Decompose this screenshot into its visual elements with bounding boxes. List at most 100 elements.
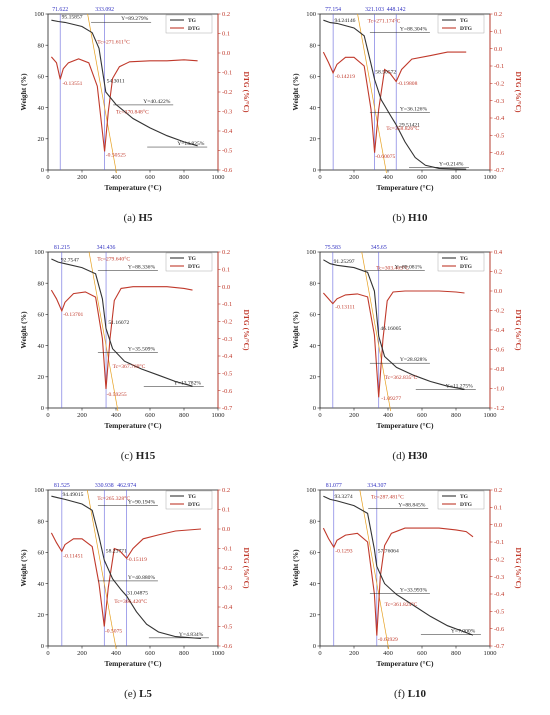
x-axis-label: Temperature (°C): [105, 183, 162, 192]
annotation-label: Y=14.825%: [177, 141, 205, 147]
x-tick-label: 1000: [212, 174, 225, 181]
annotation-label: -0.50525: [106, 152, 126, 158]
dtg-curve: [50, 56, 198, 152]
y2-tick-label: 0.0: [494, 522, 502, 529]
annotation-label: Tc=358.826°C: [386, 125, 419, 132]
caption-name: H15: [135, 450, 156, 462]
y2-tick-label: -0.7: [222, 405, 233, 412]
x-tick-label: 0: [318, 650, 321, 657]
legend-label-dtg: DTG: [188, 502, 201, 508]
annotation-label: -0.19808: [397, 81, 417, 87]
annotation-label: -0.11451: [63, 553, 83, 559]
x-axis-label: Temperature (°C): [105, 659, 162, 668]
annotation-label: 58.50572: [375, 69, 396, 75]
chart-e: 0 200 400 600 800 1000 0 20 40 60 80 100 -0.6 -0.5 -0.…: [19, 483, 251, 668]
caption-label: (d): [392, 450, 408, 462]
y2-tick-label: -0.7: [494, 643, 505, 650]
annotation-label: Y=0.214%: [439, 161, 464, 167]
y-tick-label: 80: [310, 280, 317, 287]
y2-tick-label: 0.4: [494, 249, 503, 256]
annotation-label: Tc=271.611°C: [97, 38, 130, 45]
y-tick-label: 0: [41, 643, 44, 650]
annotation-label: 95.15857: [62, 15, 83, 21]
legend-label-dtg: DTG: [460, 264, 473, 270]
x-tick-label: 200: [349, 174, 359, 181]
annotation-label: -0.59255: [107, 392, 127, 398]
y2-tick-label: -0.4: [222, 604, 233, 611]
caption-name: H5: [138, 212, 153, 224]
y-axis-label: Weight (%): [19, 311, 28, 349]
y-axis-label: Weight (%): [19, 549, 28, 587]
x-axis-label: Temperature (°C): [377, 659, 434, 668]
y2-tick-label: 0.2: [222, 11, 230, 18]
caption-name: L10: [407, 688, 427, 700]
annotation-label: -1.09277: [381, 396, 401, 402]
y2-tick-label: -0.2: [222, 565, 232, 572]
y2-tick-label: 0.2: [494, 487, 502, 494]
y2-tick-label: 0.0: [222, 50, 230, 57]
chart-f: 0 200 400 600 800 1000 0 20 40 60 80 100 -0.7 -0.6 -0.…: [291, 483, 523, 668]
x-tick-label: 600: [417, 174, 427, 181]
y2-tick-label: -0.4: [494, 591, 505, 598]
legend-label-dtg: DTG: [460, 26, 473, 32]
chart-b: 0 200 400 600 800 1000 0 20 40 60 80 100 -0.7 -0.6 -0.…: [291, 7, 523, 192]
annotation-label: Tc=279.640°C: [97, 256, 130, 263]
y2-tick-label: -0.2: [494, 81, 504, 88]
tangent-line: [357, 13, 387, 174]
vline-label: 330.938: [95, 483, 114, 489]
annotation-label: Tc=362.835°C: [385, 374, 418, 381]
annotation-label: Y=88.304%: [400, 26, 428, 32]
vline-label: 321.103: [365, 7, 384, 13]
legend-label-tg: TG: [188, 18, 197, 24]
annotation-label: -0.60075: [375, 154, 395, 160]
annotation-label: 31.04875: [127, 591, 148, 597]
y-tick-label: 80: [38, 280, 45, 287]
y2-tick-label: -0.4: [494, 327, 505, 334]
annotation-label: -0.13111: [335, 305, 355, 311]
y2-tick-label: -0.5: [222, 371, 232, 378]
vline-label: 341.436: [97, 245, 116, 251]
annotation-label: 46.16005: [380, 326, 401, 332]
legend-label-dtg: DTG: [188, 264, 201, 270]
y2-tick-label: -0.1: [494, 539, 504, 546]
x-tick-label: 200: [77, 412, 87, 419]
y2-tick-label: 0.1: [494, 505, 502, 512]
x-axis-label: Temperature (°C): [105, 421, 162, 430]
y2-tick-label: 0.2: [494, 11, 502, 18]
y-tick-label: 100: [306, 249, 316, 256]
annotation-label: -0.14219: [335, 74, 355, 80]
annotation-label: 94.24146: [334, 18, 355, 24]
legend-label-tg: TG: [188, 256, 197, 262]
chart-c: 0 200 400 600 800 1000 0 20 40 60 80 100 -0.7 -0.6 -0.…: [19, 245, 251, 430]
y-tick-label: 40: [38, 105, 45, 112]
annotation-label: Y=28.828%: [400, 357, 428, 363]
y-tick-label: 80: [310, 42, 317, 49]
vline-label: 448.142: [387, 7, 406, 13]
y-tick-label: 40: [310, 581, 317, 588]
plot-frame: [319, 489, 491, 647]
annotation-label: Y=89.279%: [121, 16, 149, 22]
x-tick-label: 1000: [212, 650, 225, 657]
y-tick-label: 20: [38, 136, 45, 143]
x-tick-label: 0: [318, 412, 321, 419]
y-tick-label: 0: [41, 405, 44, 412]
annotation-label: -0.63929: [378, 637, 398, 643]
y-tick-label: 0: [313, 405, 316, 412]
annotation-label: 57.76064: [378, 548, 399, 554]
y2-tick-label: -0.3: [222, 585, 232, 592]
y2-tick-label: -0.2: [494, 308, 504, 315]
chart-a: 0 200 400 600 800 1000 0 20 40 60 80 100 -0.6 -0.5 -0.…: [19, 7, 251, 192]
chart-caption: (a) H5: [8, 212, 268, 224]
x-tick-label: 600: [145, 174, 155, 181]
x-tick-label: 1000: [212, 412, 225, 419]
y2-tick-label: -0.4: [494, 115, 505, 122]
x-axis-label: Temperature (°C): [377, 421, 434, 430]
y2-tick-label: -0.8: [494, 366, 504, 373]
tangent-line: [87, 13, 117, 174]
y-tick-label: 100: [306, 11, 316, 18]
plot-frame: [319, 13, 491, 171]
y2-tick-label: 0.1: [222, 507, 230, 514]
x-tick-label: 800: [179, 174, 189, 181]
y-tick-label: 20: [310, 136, 317, 143]
vline-label: 334.307: [367, 483, 386, 489]
